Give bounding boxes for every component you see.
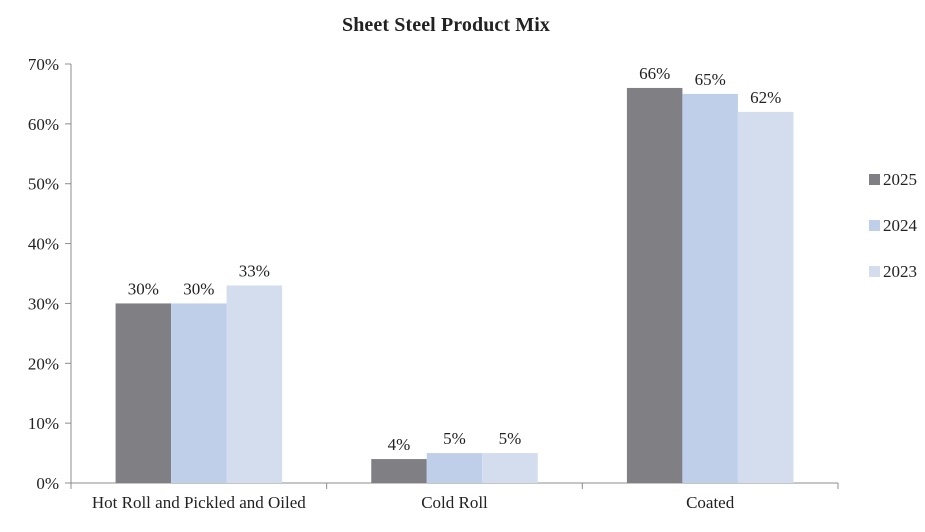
data-label: 30% [128,279,159,298]
category-label: Hot Roll and Pickled and Oiled [92,493,306,512]
bar [115,303,172,483]
legend-label: 2025 [883,170,917,189]
bar [682,93,738,483]
bar [171,303,227,483]
y-tick-label: 0% [36,474,59,493]
bar [482,453,538,483]
category-label: Coated [686,493,735,512]
data-label: 5% [443,429,466,448]
data-label: 66% [639,64,670,83]
data-label: 30% [183,279,214,298]
bar [737,111,794,483]
legend-label: 2024 [883,216,918,235]
bar [626,87,683,483]
bar [226,285,283,483]
y-tick-label: 70% [28,55,59,74]
bar [371,459,427,483]
y-tick-label: 10% [28,414,59,433]
data-label: 65% [695,70,726,89]
data-label: 5% [499,429,522,448]
data-label: 33% [239,261,270,280]
data-label: 4% [388,435,411,454]
y-tick-label: 30% [28,294,59,313]
legend-label: 2023 [883,262,917,281]
legend-swatch [869,220,880,231]
y-tick-label: 50% [28,175,59,194]
bar [426,453,483,483]
legend-swatch [869,266,880,277]
y-tick-label: 20% [28,354,59,373]
y-tick-label: 40% [28,235,59,254]
data-label: 62% [750,88,781,107]
chart-title: Sheet Steel Product Mix [341,14,550,36]
legend-swatch [869,174,880,185]
y-tick-label: 60% [28,115,59,134]
category-label: Cold Roll [421,493,488,512]
